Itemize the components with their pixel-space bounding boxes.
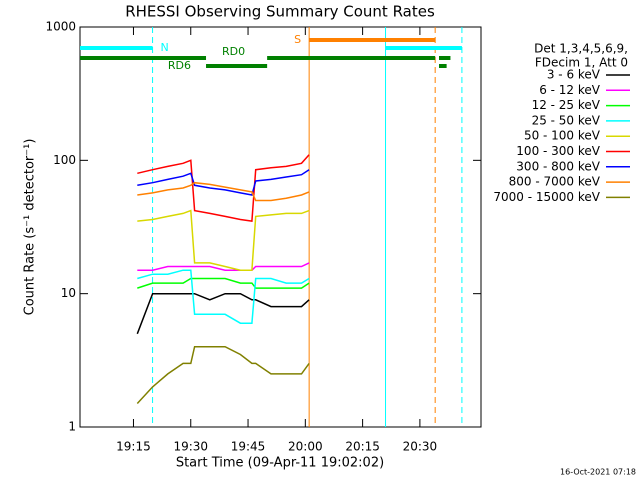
legend-label: 25 - 50 keV — [532, 113, 601, 127]
x-axis-label: Start Time (09-Apr-11 19:02:02) — [176, 456, 384, 471]
state-label: RD0 — [222, 45, 245, 58]
x-tick-label: 20:00 — [288, 440, 323, 454]
legend-title: Det 1,3,4,5,6,9, — [534, 42, 628, 56]
legend-label: 7000 - 15000 keV — [493, 190, 600, 204]
y-tick-label: 100 — [53, 153, 76, 167]
y-tick-label: 10 — [61, 286, 76, 300]
legend-label: 3 - 6 keV — [547, 68, 601, 82]
legend-label: 6 - 12 keV — [539, 83, 601, 97]
timestamp: 16-Oct-2021 07:18 — [560, 468, 636, 477]
series-line — [136, 292, 310, 335]
legend-label: 100 - 300 keV — [516, 144, 600, 158]
x-tick-label: 20:15 — [345, 440, 380, 454]
state-label: N — [161, 41, 169, 54]
series-line — [137, 269, 310, 324]
legend-label: 800 - 7000 keV — [509, 175, 601, 189]
y-tick-label: 1 — [68, 420, 76, 434]
legend-label: 12 - 25 keV — [532, 98, 601, 112]
plot-frame — [79, 26, 482, 428]
state-label: RD6 — [168, 59, 191, 72]
legend-title: FDecim 1, Att 0 — [535, 56, 628, 70]
legend-label: 50 - 100 keV — [524, 129, 601, 143]
legend-label: 300 - 800 keV — [516, 159, 600, 173]
x-tick-label: 19:45 — [231, 440, 266, 454]
state-label: S — [294, 33, 301, 46]
series-line — [137, 154, 310, 222]
series-line — [137, 209, 310, 271]
series-line — [137, 262, 310, 271]
x-tick-label: 20:30 — [403, 440, 438, 454]
y-tick-label: 1000 — [45, 20, 76, 34]
series-line — [137, 181, 310, 202]
x-tick-label: 19:15 — [116, 440, 151, 454]
series-line — [136, 345, 310, 405]
series-line — [137, 277, 310, 289]
series-line — [137, 169, 310, 196]
y-axis-label: Count Rate (s⁻¹ detector⁻¹) — [23, 139, 38, 316]
chart-title: RHESSI Observing Summary Count Rates — [125, 3, 435, 21]
x-tick-label: 19:30 — [173, 440, 208, 454]
